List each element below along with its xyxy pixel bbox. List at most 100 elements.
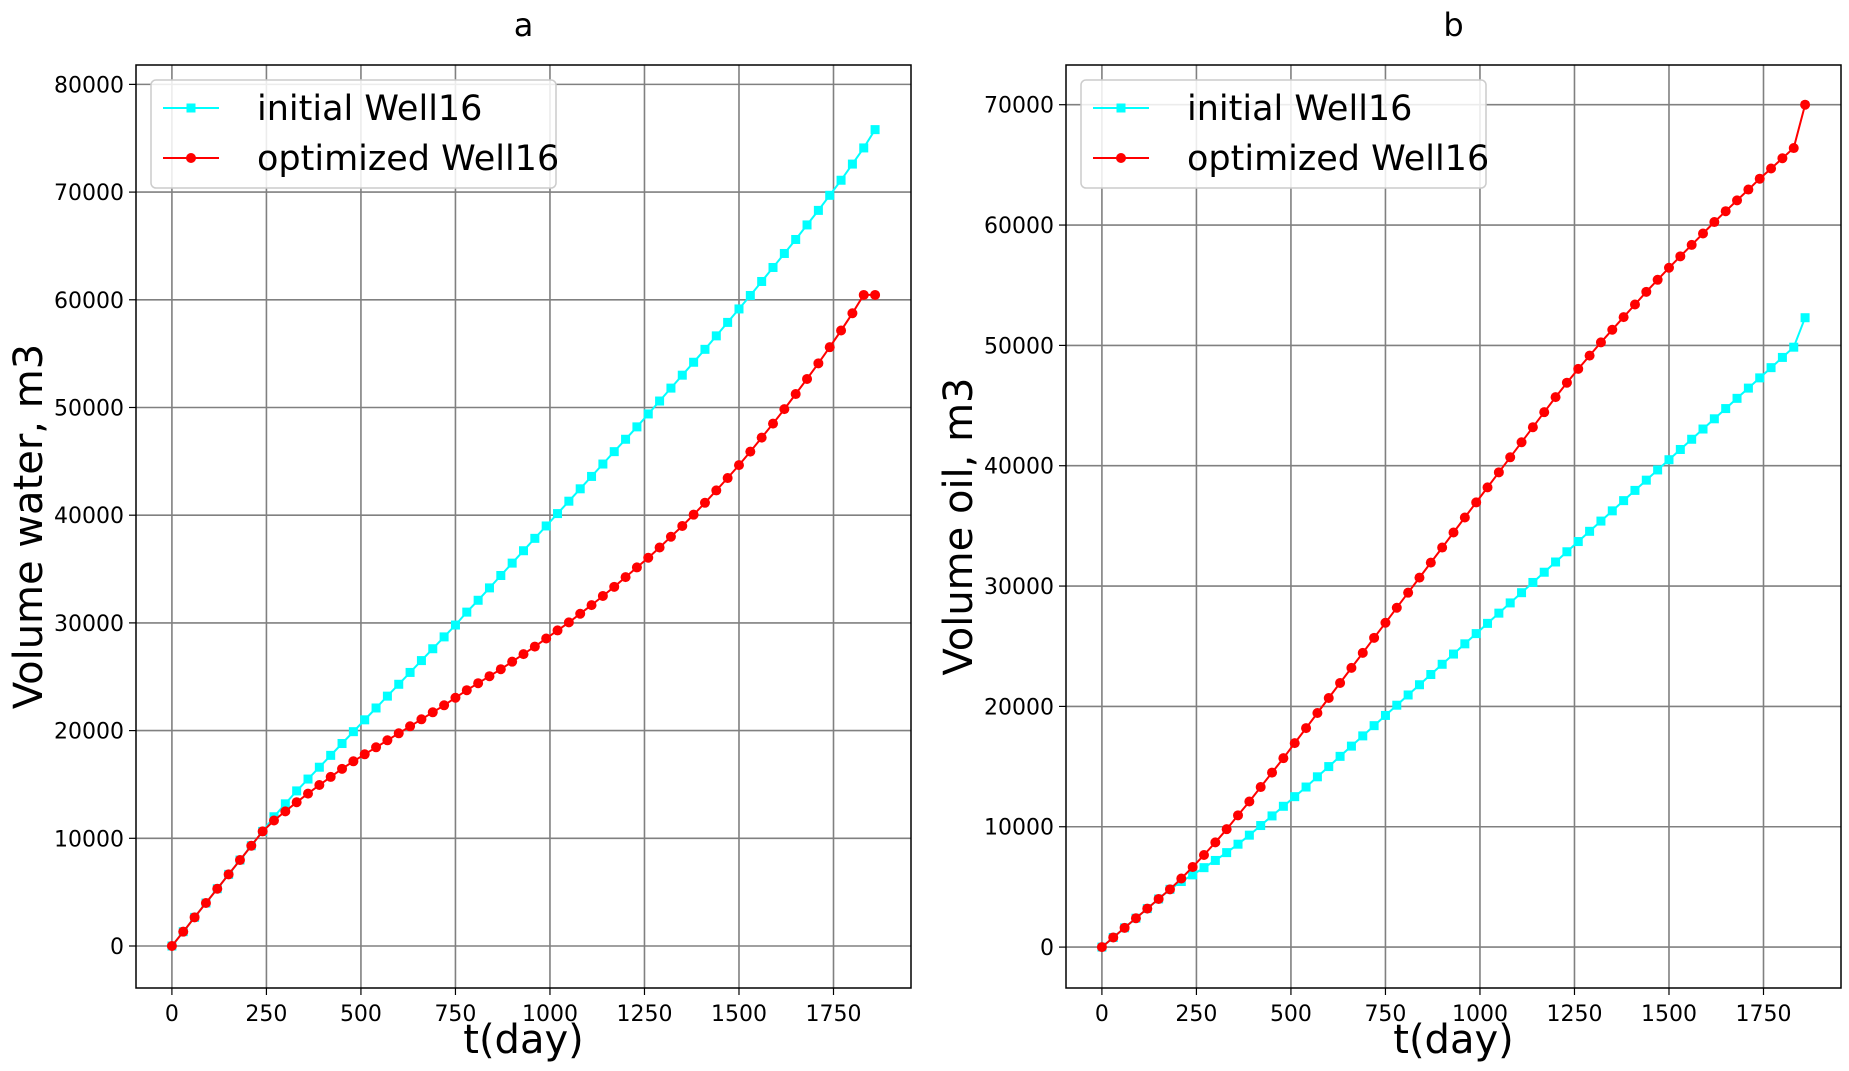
data-point [337,763,348,774]
data-point [847,159,857,169]
data-point [1244,796,1255,807]
data-point [1335,677,1346,688]
x-tick-label: 1000 [522,1002,578,1027]
legend-label: initial Well16 [1187,89,1412,129]
x-tick-label: 0 [165,1002,179,1027]
data-point [1709,217,1720,228]
data-point [1096,942,1107,953]
data-point [1641,475,1651,485]
data-point [1551,557,1561,567]
data-point [1198,850,1209,861]
data-point [314,779,325,790]
data-point [1471,497,1482,508]
data-point [1686,239,1697,250]
data-point [360,715,370,725]
data-point [382,691,392,701]
data-point [519,546,528,556]
data-point [1607,324,1618,335]
x-tick-label: 250 [245,1002,287,1027]
data-point [1664,455,1674,465]
data-point [1516,437,1527,448]
data-point [518,649,529,660]
data-point [303,774,313,784]
series-1 [166,289,881,951]
data-point [1743,383,1753,393]
chart-b: 0 250 500 750 1000 1250 1500 1750 0 10000 20000 300… [936,6,1842,1063]
data-point [1449,649,1458,659]
data-point [1437,542,1448,553]
data-point [575,608,586,619]
data-point [768,262,778,272]
data-point [1142,903,1153,914]
data-point [1391,602,1402,613]
data-point [1425,557,1436,568]
data-point [1369,721,1379,731]
y-axis-label: Volume water, m3 [6,344,52,709]
data-point [1369,632,1380,643]
data-point [1629,299,1640,310]
data-point [1573,537,1583,547]
data-point [1527,422,1538,433]
data-point [802,220,812,230]
data-point [450,692,461,703]
data-point [1108,932,1119,943]
data-point [1573,363,1584,374]
data-point [1278,753,1289,764]
data-point [1244,830,1254,840]
data-point [1698,424,1708,434]
data-point [1448,527,1459,538]
data-point [564,496,574,506]
data-point [246,840,257,851]
y-tick-label: 30000 [984,575,1054,600]
series-1 [1096,99,1811,953]
data-point [461,685,472,696]
data-point [1380,617,1391,628]
data-point [507,656,518,667]
data-point [359,749,370,760]
data-point [836,325,847,336]
data-point [1188,870,1198,880]
data-point [1176,873,1187,884]
data-point [553,509,563,519]
data-point [699,497,710,508]
data-point [166,940,177,951]
data-point [1641,286,1652,297]
data-point [371,742,382,753]
data-point [563,617,574,628]
data-point [689,357,699,367]
data-point [1210,855,1220,865]
legend-marker [186,153,196,163]
data-point [677,370,687,380]
data-point [813,205,823,215]
data-point [1766,163,1777,174]
chart-title: b [1443,6,1463,44]
y-tick-label: 60000 [984,214,1054,239]
data-point [1130,913,1141,924]
data-point [757,276,767,286]
data-point [1301,723,1312,734]
data-point [450,620,460,630]
x-tick-label: 1000 [1452,1002,1508,1027]
data-point [870,289,881,300]
data-point [1663,262,1674,273]
data-point [212,883,223,894]
data-point [813,358,824,369]
data-point [1505,452,1516,463]
data-point [1414,680,1424,690]
data-point [620,572,631,583]
data-point [200,898,211,909]
data-point [1517,588,1527,598]
data-point [1414,572,1425,583]
data-point [1358,731,1368,741]
y-tick-label: 40000 [54,504,124,529]
data-point [858,289,869,300]
data-point [768,418,779,429]
data-point [654,542,665,553]
data-point [1800,313,1810,323]
data-point [1255,782,1266,793]
data-point [223,869,234,880]
y-tick-label: 70000 [984,94,1054,119]
data-point [643,409,653,419]
data-point [507,558,517,568]
data-point [1482,482,1493,493]
